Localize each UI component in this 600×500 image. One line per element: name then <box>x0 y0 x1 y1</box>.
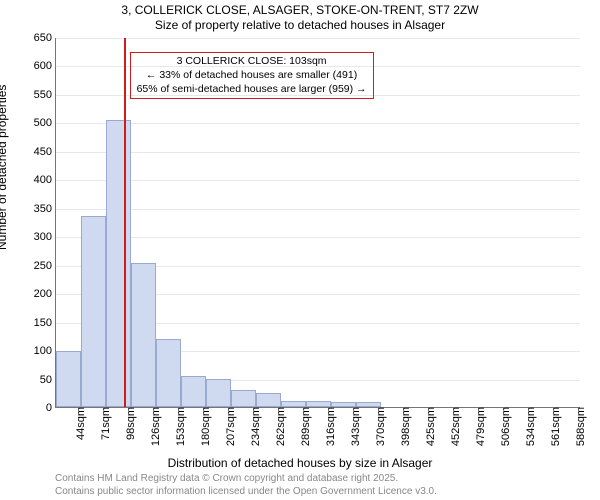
title-line-2: Size of property relative to detached ho… <box>0 18 600 32</box>
chart-container: 3, COLLERICK CLOSE, ALSAGER, STOKE-ON-TR… <box>0 0 600 500</box>
histogram-bar <box>156 339 181 407</box>
gridline <box>56 38 580 39</box>
histogram-bar <box>181 376 206 407</box>
xtick-label: 343sqm <box>348 407 362 446</box>
plot-area: 0501001502002503003504004505005506006504… <box>55 38 580 408</box>
ytick-label: 500 <box>34 117 56 129</box>
xtick-label: 126sqm <box>148 407 162 446</box>
ytick-label: 550 <box>34 89 56 101</box>
x-axis-label: Distribution of detached houses by size … <box>0 456 600 470</box>
xtick-label: 506sqm <box>498 407 512 446</box>
title-line-1: 3, COLLERICK CLOSE, ALSAGER, STOKE-ON-TR… <box>0 3 600 17</box>
gridline <box>56 123 580 124</box>
histogram-bar <box>106 120 131 407</box>
annotation-line-3: 65% of semi-detached houses are larger (… <box>137 83 367 97</box>
ytick-label: 350 <box>34 203 56 215</box>
footnote-line-1: Contains HM Land Registry data © Crown c… <box>55 473 437 486</box>
ytick-label: 650 <box>34 32 56 44</box>
ytick-label: 450 <box>34 146 56 158</box>
ytick-label: 250 <box>34 260 56 272</box>
xtick-label: 71sqm <box>98 407 112 440</box>
histogram-bar <box>56 351 81 407</box>
annotation-line-1: 3 COLLERICK CLOSE: 103sqm <box>137 55 367 69</box>
xtick-label: 398sqm <box>398 407 412 446</box>
xtick-label: 479sqm <box>473 407 487 446</box>
histogram-bar <box>206 379 231 407</box>
ytick-label: 0 <box>46 402 56 414</box>
xtick-label: 425sqm <box>423 407 437 446</box>
histogram-bar <box>231 390 256 407</box>
gridline <box>56 180 580 181</box>
xtick-label: 98sqm <box>123 407 137 440</box>
xtick-label: 289sqm <box>298 407 312 446</box>
xtick-label: 207sqm <box>223 407 237 446</box>
xtick-label: 234sqm <box>248 407 262 446</box>
annotation-line-2: ← 33% of detached houses are smaller (49… <box>137 69 367 83</box>
footnote: Contains HM Land Registry data © Crown c… <box>55 473 437 498</box>
gridline <box>56 237 580 238</box>
ytick-label: 600 <box>34 60 56 72</box>
xtick-label: 561sqm <box>548 407 562 446</box>
ytick-label: 100 <box>34 345 56 357</box>
ytick-label: 200 <box>34 288 56 300</box>
y-axis-label: Number of detached properties <box>0 85 9 250</box>
xtick-label: 316sqm <box>323 407 337 446</box>
xtick-label: 262sqm <box>273 407 287 446</box>
histogram-bar <box>256 393 281 407</box>
xtick-label: 370sqm <box>373 407 387 446</box>
ytick-label: 300 <box>34 231 56 243</box>
xtick-label: 180sqm <box>198 407 212 446</box>
histogram-bar <box>131 263 156 407</box>
ytick-label: 150 <box>34 317 56 329</box>
histogram-bar <box>81 216 106 407</box>
ytick-label: 50 <box>40 374 56 386</box>
xtick-label: 452sqm <box>448 407 462 446</box>
xtick-label: 534sqm <box>523 407 537 446</box>
xtick-label: 153sqm <box>173 407 187 446</box>
xtick-label: 588sqm <box>573 407 587 446</box>
ytick-label: 400 <box>34 174 56 186</box>
annotation-box: 3 COLLERICK CLOSE: 103sqm← 33% of detach… <box>130 52 374 99</box>
footnote-line-2: Contains public sector information licen… <box>55 486 437 499</box>
gridline <box>56 209 580 210</box>
gridline <box>56 152 580 153</box>
xtick-label: 44sqm <box>73 407 87 440</box>
marker-line <box>124 38 126 407</box>
